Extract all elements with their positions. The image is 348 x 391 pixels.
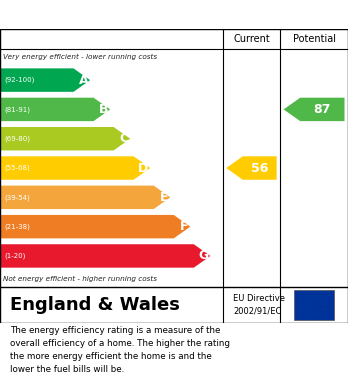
Text: Current: Current [233, 34, 270, 44]
Polygon shape [0, 244, 210, 268]
Text: (92-100): (92-100) [4, 77, 34, 83]
Text: (55-68): (55-68) [4, 165, 30, 171]
Text: F: F [180, 220, 189, 233]
Text: G: G [198, 249, 208, 262]
Polygon shape [226, 156, 277, 180]
Polygon shape [0, 156, 150, 180]
Text: E: E [160, 191, 168, 204]
Text: England & Wales: England & Wales [10, 296, 180, 314]
Text: (1-20): (1-20) [4, 253, 25, 259]
Text: Very energy efficient - lower running costs: Very energy efficient - lower running co… [3, 54, 157, 60]
Text: D: D [138, 161, 149, 174]
Text: (39-54): (39-54) [4, 194, 30, 201]
Polygon shape [284, 98, 345, 121]
Text: Energy Efficiency Rating: Energy Efficiency Rating [69, 7, 279, 22]
Text: (21-38): (21-38) [4, 223, 30, 230]
Text: 56: 56 [251, 161, 268, 174]
Text: 87: 87 [314, 103, 331, 116]
Text: The energy efficiency rating is a measure of the
overall efficiency of a home. T: The energy efficiency rating is a measur… [10, 326, 230, 373]
Polygon shape [0, 98, 110, 121]
Text: (69-80): (69-80) [4, 135, 30, 142]
Polygon shape [0, 127, 130, 151]
Text: B: B [99, 103, 109, 116]
Bar [294, 290, 334, 320]
Text: EU Directive
2002/91/EC: EU Directive 2002/91/EC [233, 294, 285, 315]
Text: C: C [119, 132, 128, 145]
Text: Potential: Potential [293, 34, 335, 44]
Text: A: A [79, 74, 88, 87]
Polygon shape [0, 186, 170, 209]
Text: Not energy efficient - higher running costs: Not energy efficient - higher running co… [3, 276, 157, 282]
Text: (81-91): (81-91) [4, 106, 30, 113]
Polygon shape [0, 68, 90, 92]
Polygon shape [0, 215, 190, 239]
